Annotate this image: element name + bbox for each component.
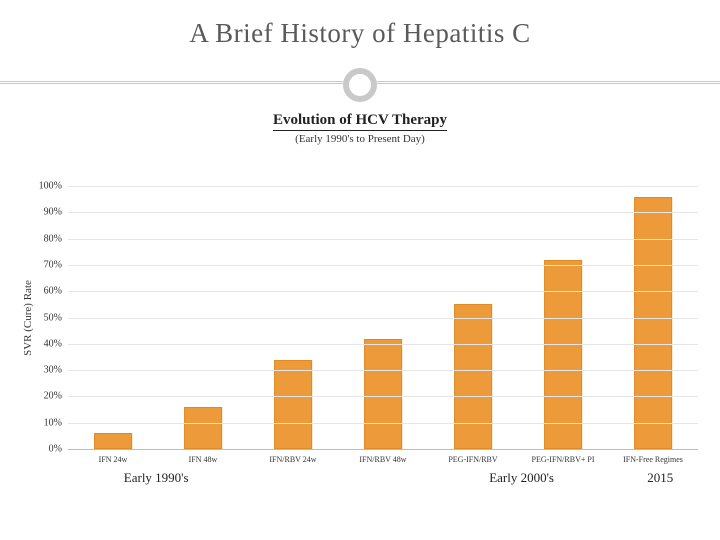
chart-bar xyxy=(634,197,672,449)
chart-gridline xyxy=(68,396,698,397)
chart-gridline xyxy=(68,318,698,319)
x-tick-label: IFN/RBV 24w xyxy=(248,453,338,464)
y-tick-label: 20% xyxy=(44,391,68,402)
page-title: A Brief History of Hepatitis C xyxy=(0,18,720,49)
title-region: A Brief History of Hepatitis C xyxy=(0,0,720,49)
y-tick-label: 90% xyxy=(44,207,68,218)
y-tick-label: 60% xyxy=(44,286,68,297)
y-tick-label: 50% xyxy=(44,312,68,323)
y-axis-title: SVR (Cure) Rate xyxy=(22,280,34,356)
chart-bar xyxy=(544,260,582,449)
slide: A Brief History of Hepatitis C Evolution… xyxy=(0,0,720,540)
chart-gridline xyxy=(68,212,698,213)
x-tick-label: IFN/RBV 48w xyxy=(338,453,428,464)
chart-gridline xyxy=(68,239,698,240)
chart-bar xyxy=(184,407,222,449)
x-tick-label: PEG-IFN/RBV xyxy=(428,453,518,464)
era-label: Early 1990's xyxy=(124,470,189,486)
chart-gridline xyxy=(68,370,698,371)
y-tick-label: 10% xyxy=(44,417,68,428)
chart-gridline xyxy=(68,423,698,424)
chart-subtitle: Evolution of HCV Therapy xyxy=(273,112,447,131)
x-tick-label: IFN 24w xyxy=(68,453,158,464)
x-axis-labels: IFN 24wIFN 48wIFN/RBV 24wIFN/RBV 48wPEG-… xyxy=(68,453,698,464)
chart-subtitle-sub: (Early 1990's to Present Day) xyxy=(0,133,720,145)
subtitle-region: Evolution of HCV Therapy (Early 1990's t… xyxy=(0,111,720,145)
chart-bar xyxy=(94,433,132,449)
x-tick-label: PEG-IFN/RBV+ PI xyxy=(518,453,608,464)
divider-circle-icon xyxy=(343,68,377,102)
y-tick-label: 100% xyxy=(39,181,68,192)
x-tick-label: IFN-Free Regimes xyxy=(608,453,698,464)
era-label: Early 2000's xyxy=(489,470,554,486)
y-tick-label: 80% xyxy=(44,233,68,244)
chart-bar xyxy=(364,339,402,449)
chart-gridline xyxy=(68,265,698,266)
y-tick-label: 0% xyxy=(49,444,68,455)
chart-gridline xyxy=(68,186,698,187)
y-tick-label: 40% xyxy=(44,338,68,349)
title-divider xyxy=(0,63,720,107)
y-tick-label: 30% xyxy=(44,365,68,376)
y-tick-label: 70% xyxy=(44,259,68,270)
chart-plot: SVR (Cure) Rate 0%10%20%30%40%50%60%70%8… xyxy=(68,186,698,450)
chart-bar xyxy=(274,360,312,449)
x-tick-label: IFN 48w xyxy=(158,453,248,464)
chart-area: SVR (Cure) Rate 0% 10% 20% 30% 40% 50% 60% 70% 8… xyxy=(20,186,702,492)
chart-gridline xyxy=(68,344,698,345)
chart-bar xyxy=(454,304,492,449)
era-labels: Early 1990's Early 2000's 2015 xyxy=(68,470,698,490)
era-label: 2015 xyxy=(647,470,673,486)
chart-gridline xyxy=(68,291,698,292)
